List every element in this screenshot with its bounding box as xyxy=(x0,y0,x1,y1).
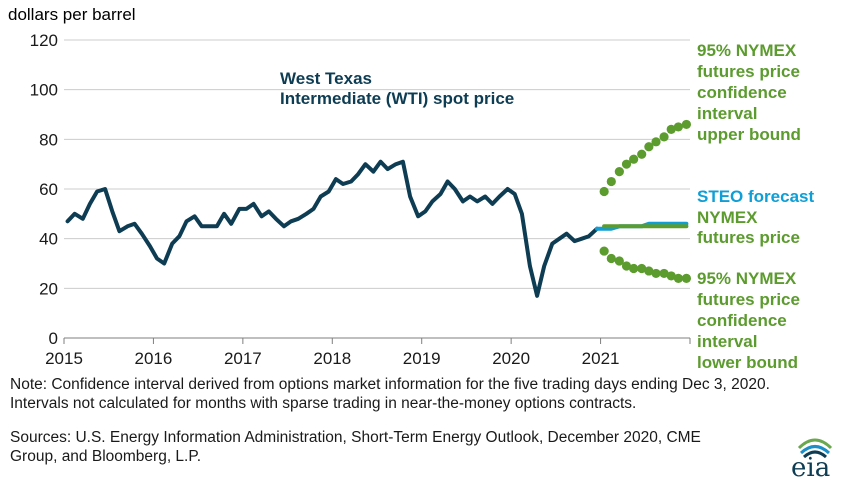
chart-note: Note: Confidence interval derived from o… xyxy=(10,376,770,412)
series-label-wti: West Texas Intermediate (WTI) spot price xyxy=(280,69,514,108)
series-label-line: Intermediate (WTI) spot price xyxy=(280,89,514,108)
series-label-line: West Texas xyxy=(280,69,372,88)
series-label-line: interval xyxy=(697,104,757,123)
series-label-line: confidence xyxy=(697,83,787,102)
series-label-line: futures price xyxy=(697,62,800,81)
logo-text: eia xyxy=(791,453,830,480)
series-label-nymex: NYMEX futures price xyxy=(697,208,800,247)
series-point-upper xyxy=(659,132,669,142)
x-axis: 2015 2016 2017 2018 2019 2020 2021 xyxy=(45,337,691,368)
y-axis-unit-label: dollars per barrel xyxy=(8,5,136,24)
logo-arc-green xyxy=(797,438,833,450)
y-tick-label: 60 xyxy=(39,180,58,199)
series-label-line: STEO forecast xyxy=(697,187,814,206)
series-point-lower xyxy=(614,256,624,266)
gridlines xyxy=(64,39,690,289)
series-label-steo: STEO forecast xyxy=(697,187,814,206)
series-point-upper xyxy=(621,159,632,169)
series-label-line: interval xyxy=(697,332,757,351)
x-tick-label: 2017 xyxy=(224,349,262,368)
series-point-lower xyxy=(659,268,669,279)
series-label-line: futures price xyxy=(697,290,800,309)
series-point-upper xyxy=(599,186,609,197)
series-point-upper xyxy=(637,149,647,159)
y-tick-label: 20 xyxy=(39,279,58,298)
x-tick-label: 2021 xyxy=(582,349,620,368)
series-label-line: 95% NYMEX xyxy=(697,269,797,288)
series-point-lower xyxy=(629,263,639,274)
x-tick-label: 2020 xyxy=(492,349,530,368)
series-label-line: upper bound xyxy=(697,125,801,144)
series-point-upper xyxy=(651,137,661,147)
series-label-line: futures price xyxy=(697,228,800,247)
series-point-upper xyxy=(644,142,654,152)
x-tick-label: 2019 xyxy=(403,349,441,368)
x-tick-label: 2015 xyxy=(45,349,83,368)
series-label-line: lower bound xyxy=(697,353,798,372)
y-tick-label: 40 xyxy=(39,230,58,249)
eia-logo: eia xyxy=(785,434,845,485)
series-layer xyxy=(65,119,692,298)
series-point-lower xyxy=(644,266,654,276)
series-point-lower xyxy=(681,273,692,283)
series-point-upper xyxy=(629,154,639,164)
series-label-lower: 95% NYMEX futures price confidence interval… xyxy=(697,269,800,372)
series-point-upper xyxy=(673,122,683,132)
series-line-wti xyxy=(65,159,599,298)
series-point-upper xyxy=(666,124,676,134)
series-point-lower xyxy=(637,263,647,274)
series-point-upper xyxy=(606,176,616,187)
series-label-line: NYMEX xyxy=(697,208,758,227)
logo-arc-blue xyxy=(799,445,831,455)
series-point-lower xyxy=(651,268,661,279)
chart-sources: Sources: U.S. Energy Information Adminis… xyxy=(10,429,701,465)
y-axis-ticks: 0 20 40 60 80 100 120 xyxy=(30,31,58,348)
y-tick-label: 100 xyxy=(30,81,58,100)
logo-arc-navy xyxy=(802,450,828,459)
series-point-upper xyxy=(681,119,692,130)
series-point-lower xyxy=(673,273,683,283)
series-point-lower xyxy=(599,246,609,256)
y-tick-label: 80 xyxy=(39,130,58,149)
series-point-upper xyxy=(614,167,624,177)
series-point-lower xyxy=(621,261,632,271)
y-tick-label: 0 xyxy=(49,329,58,348)
series-label-line: confidence xyxy=(697,311,787,330)
series-label-line: 95% NYMEX xyxy=(697,41,797,60)
y-tick-label: 120 xyxy=(30,31,58,50)
series-labels: West Texas Intermediate (WTI) spot price 9… xyxy=(280,41,814,372)
series-point-lower xyxy=(606,253,616,264)
x-tick-label: 2018 xyxy=(313,349,351,368)
series-label-upper: 95% NYMEX futures price confidence interval… xyxy=(697,41,801,144)
x-tick-label: 2016 xyxy=(135,349,173,368)
series-point-lower xyxy=(666,271,676,281)
